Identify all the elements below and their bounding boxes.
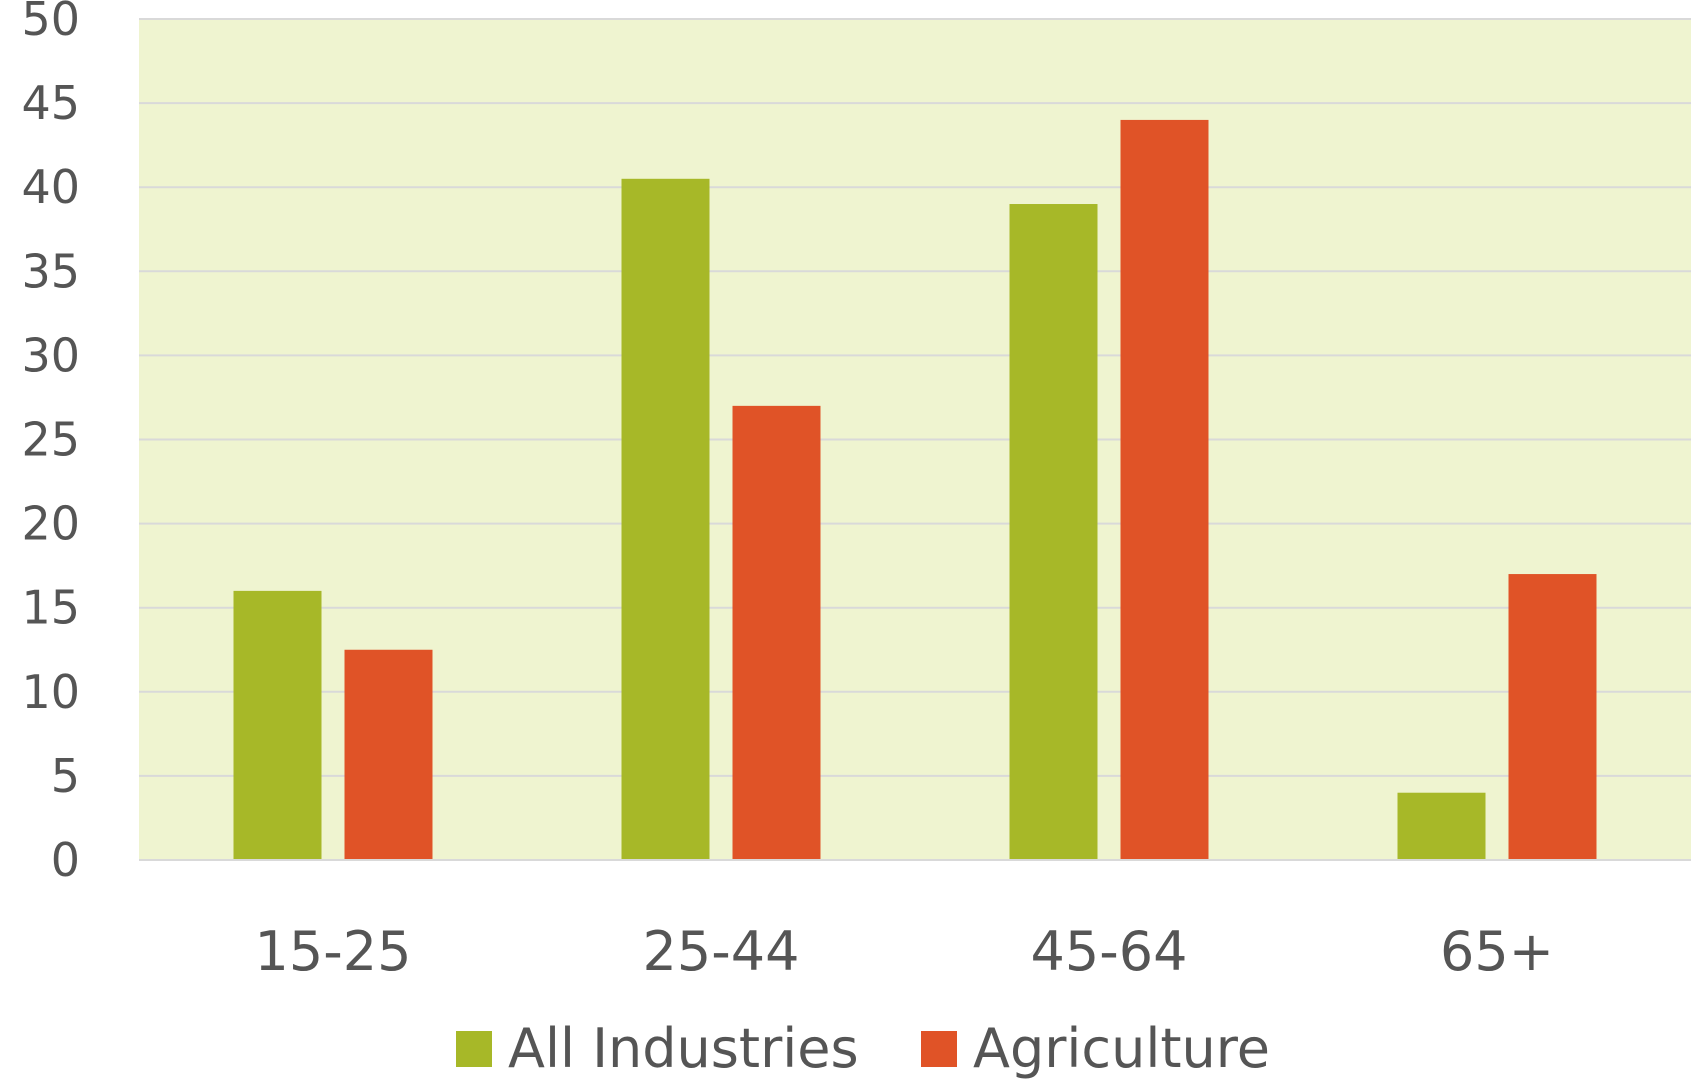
y-tick-label: 15	[21, 581, 80, 635]
x-category-label: 25-44	[643, 920, 800, 983]
y-tick-label: 5	[51, 749, 80, 803]
x-category-label: 15-25	[255, 920, 412, 983]
bar-all-industries-65+	[1397, 792, 1486, 860]
x-category-label: 65+	[1440, 920, 1554, 983]
legend-swatch	[921, 1031, 957, 1067]
y-tick-label: 45	[21, 76, 80, 130]
x-category-label: 45-64	[1031, 920, 1188, 983]
legend-label: All Industries	[508, 1017, 859, 1079]
legend: All Industries Agriculture	[456, 1017, 1270, 1079]
bar-agriculture-15-25	[344, 649, 433, 860]
y-tick-label: 10	[21, 665, 80, 719]
bars	[233, 119, 1597, 861]
bar-agriculture-65+	[1508, 574, 1597, 860]
bar-all-industries-45-64	[1009, 204, 1098, 860]
y-tick-label: 35	[21, 244, 80, 298]
y-tick-label: 40	[21, 160, 80, 214]
bar-agriculture-45-64	[1120, 119, 1209, 861]
legend-swatch	[456, 1031, 492, 1067]
x-axis-labels: 15-25 25-44 45-64 65+	[255, 920, 1554, 983]
y-tick-label: 25	[21, 413, 80, 467]
y-axis-ticks: 0 5 10 15 20 25 30 35 40 45 50	[21, 0, 80, 887]
y-tick-label: 50	[21, 0, 80, 46]
bar-all-industries-25-44	[621, 178, 710, 861]
legend-label: Agriculture	[973, 1017, 1270, 1079]
bar-all-industries-15-25	[233, 590, 322, 860]
y-tick-label: 20	[21, 497, 80, 551]
bar-agriculture-25-44	[732, 405, 821, 860]
gridlines	[139, 18, 1691, 777]
y-tick-label: 30	[21, 328, 80, 382]
y-tick-label: 0	[51, 833, 80, 887]
